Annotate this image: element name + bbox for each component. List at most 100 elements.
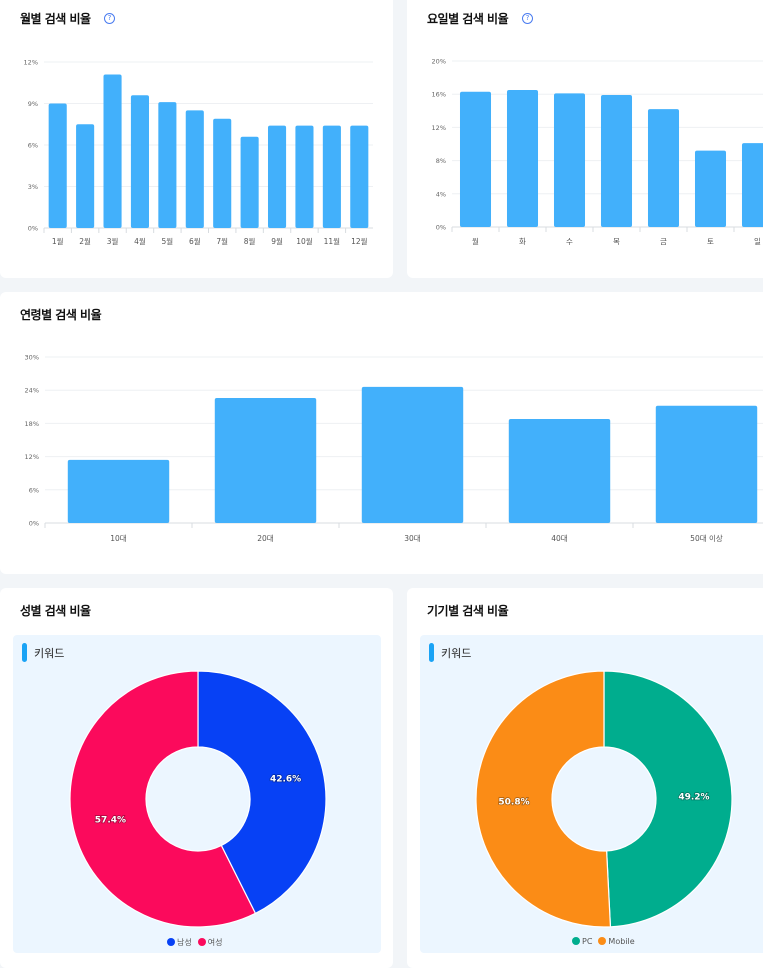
bar-6월[interactable]	[185, 110, 204, 228]
legend-item-pc[interactable]: PC	[572, 937, 592, 946]
gender-legend: 남성 여성	[167, 937, 222, 948]
bar-30대[interactable]	[361, 386, 464, 523]
bar-토[interactable]	[694, 150, 727, 227]
slice-여성[interactable]	[69, 670, 257, 928]
x-tick-label: 토	[707, 237, 714, 246]
bar-8월[interactable]	[240, 136, 259, 228]
keyword-label: 키워드	[34, 647, 65, 660]
y-tick-label: 0%	[29, 520, 39, 528]
donut-chart-1: 49.2% 50.8%	[475, 670, 733, 928]
bar-11월[interactable]	[322, 125, 341, 228]
y-tick-label: 30%	[25, 354, 39, 362]
x-tick-label: 목	[613, 237, 620, 246]
bar-12월[interactable]	[350, 125, 369, 228]
help-icon[interactable]: ?	[522, 13, 533, 24]
bar-10월[interactable]	[295, 125, 314, 228]
bar-월[interactable]	[459, 91, 492, 228]
help-icon[interactable]: ?	[104, 13, 115, 24]
bar-chart-2: 0% 6% 12% 18% 24% 30% 10대 20대 30대 40대 50대 이상	[25, 354, 763, 543]
y-tick-label: 16%	[432, 91, 446, 99]
y-tick-label: 24%	[25, 387, 39, 395]
bar-chart-1: 0% 4% 8% 12% 16% 20% 월 화 수 목 금 토 일	[432, 58, 763, 246]
x-tick-label: 6월	[189, 236, 201, 246]
legend-item-female[interactable]: 여성	[197, 937, 223, 948]
legend-label: PC	[582, 937, 593, 946]
bar-수[interactable]	[553, 93, 586, 228]
y-tick-label: 4%	[436, 190, 446, 198]
x-tick-label: 5월	[162, 236, 174, 246]
x-tick-label: 40대	[551, 534, 568, 543]
y-tick-label: 20%	[432, 58, 446, 66]
y-tick-label: 12%	[432, 124, 446, 132]
legend-label: Mobile	[608, 937, 635, 946]
y-tick-label: 6%	[28, 142, 38, 150]
x-tick-label: 월	[472, 236, 479, 246]
bar-9월[interactable]	[267, 125, 287, 228]
keyword-marker	[429, 643, 434, 662]
age-title: 연령별 검색 비율	[20, 308, 102, 322]
x-tick-label: 금	[660, 237, 667, 246]
y-tick-label: 18%	[25, 420, 39, 428]
bar-10대[interactable]	[67, 459, 170, 523]
bar-목[interactable]	[600, 95, 633, 227]
bar-40대[interactable]	[508, 418, 611, 523]
bar-1월[interactable]	[48, 103, 67, 229]
bar-3월[interactable]	[103, 74, 122, 228]
y-tick-label: 3%	[28, 183, 38, 191]
bar-2월[interactable]	[76, 124, 95, 228]
slice-Mobile[interactable]	[475, 670, 612, 928]
legend-label: 여성	[207, 938, 223, 947]
slice-label: 57.4%	[95, 816, 126, 826]
y-tick-label: 12%	[25, 453, 39, 461]
legend-item-mobile[interactable]: Mobile	[598, 937, 635, 946]
x-tick-label: 10대	[110, 534, 127, 543]
x-tick-label: 일	[754, 237, 761, 246]
y-tick-label: 6%	[29, 486, 39, 494]
keyword-marker	[22, 643, 27, 662]
x-tick-label: 화	[519, 237, 526, 246]
x-tick-label: 30대	[404, 534, 421, 543]
y-tick-label: 0%	[436, 224, 446, 232]
bar-20대[interactable]	[214, 397, 317, 523]
legend-label: 남성	[177, 938, 192, 947]
keyword-label: 키워드	[441, 647, 472, 660]
slice-남성[interactable]	[197, 670, 327, 915]
x-tick-label: 4월	[134, 236, 146, 246]
slice-label: 49.2%	[678, 793, 709, 803]
x-tick-label: 10월	[296, 236, 313, 246]
monthly-title: 월별 검색 비율	[20, 12, 91, 26]
x-tick-label: 3월	[107, 236, 119, 246]
weekday-title: 요일별 검색 비율	[427, 12, 509, 26]
bar-chart-0: 0% 3% 6% 9% 12% 1월 2월 3월 4월 5월 6월 7월 8월 9월 10월 11월 12월	[24, 59, 373, 246]
x-tick-label: 2월	[79, 236, 91, 246]
slice-PC[interactable]	[603, 670, 733, 928]
bar-화[interactable]	[506, 90, 539, 227]
x-tick-label: 수	[566, 237, 573, 246]
x-tick-label: 1월	[52, 236, 64, 246]
x-tick-label: 9월	[271, 236, 283, 246]
legend-item-male[interactable]: 남성	[167, 937, 192, 948]
x-tick-label: 7월	[216, 236, 228, 246]
y-tick-label: 8%	[436, 157, 446, 165]
gender-title: 성별 검색 비율	[20, 604, 91, 618]
x-tick-label: 8월	[244, 236, 256, 246]
bar-50대 이상[interactable]	[655, 405, 758, 523]
x-tick-label: 12월	[351, 236, 368, 246]
x-tick-label: 50대 이상	[690, 533, 723, 543]
x-tick-label: 11월	[324, 236, 341, 246]
device-title: 기기별 검색 비율	[427, 604, 509, 618]
slice-label: 50.8%	[498, 797, 529, 807]
y-tick-label: 9%	[28, 100, 38, 108]
y-tick-label: 12%	[24, 59, 38, 67]
bar-5월[interactable]	[158, 102, 177, 228]
donut-chart-0: 42.6% 57.4%	[69, 670, 327, 928]
bar-금[interactable]	[647, 109, 680, 227]
x-tick-label: 20대	[257, 534, 274, 543]
slice-label: 42.6%	[270, 774, 301, 784]
device-legend: PC Mobile	[572, 937, 635, 946]
bar-4월[interactable]	[130, 95, 150, 228]
bar-일[interactable]	[741, 143, 763, 227]
bar-7월[interactable]	[213, 118, 232, 228]
y-tick-label: 0%	[28, 225, 38, 233]
